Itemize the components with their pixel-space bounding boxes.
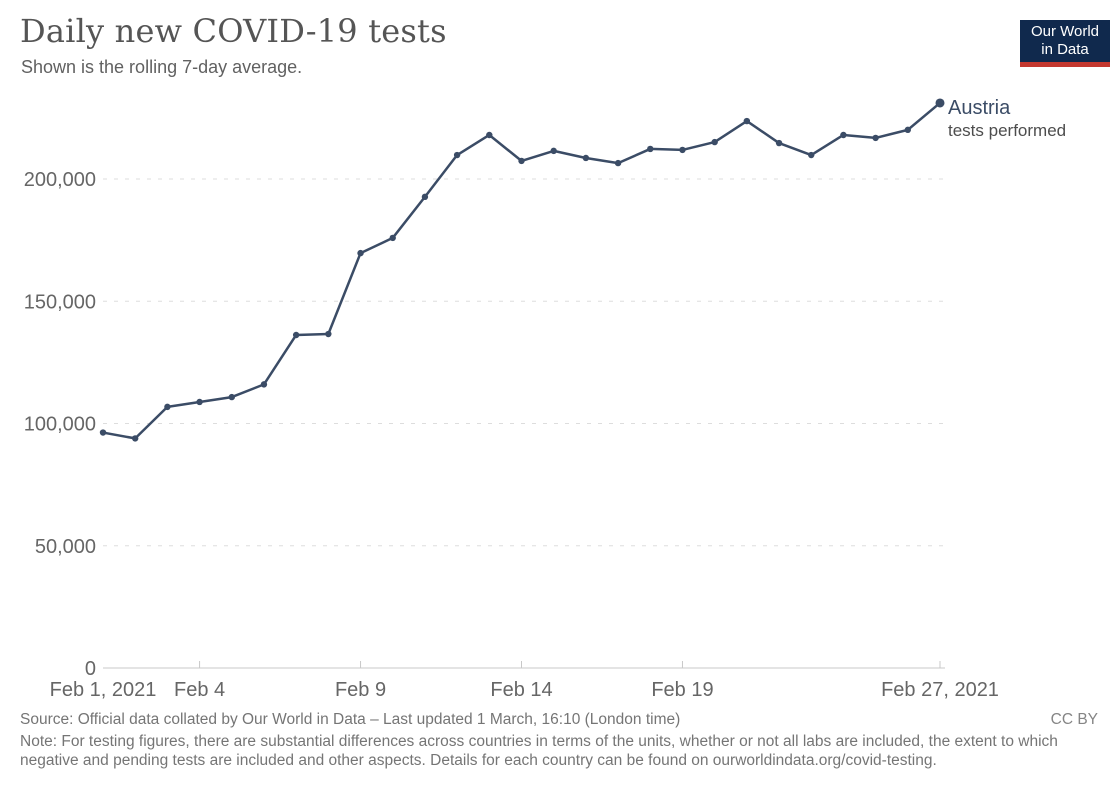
series-metric-label: tests performed bbox=[948, 121, 1067, 140]
data-point-feb-24[interactable] bbox=[840, 131, 847, 139]
y-axis-label: 100,000 bbox=[24, 414, 96, 436]
owid-logo[interactable]: Our World in Data bbox=[1020, 20, 1110, 67]
data-point-feb-16[interactable] bbox=[582, 154, 590, 162]
y-axis-label: 150,000 bbox=[24, 291, 96, 313]
data-point-feb-26[interactable] bbox=[904, 126, 912, 134]
data-point-feb-2[interactable] bbox=[131, 435, 139, 442]
footnote: Note: For testing figures, there are sub… bbox=[20, 733, 1058, 769]
austria-series-line[interactable] bbox=[101, 101, 942, 440]
data-point-feb-19[interactable] bbox=[679, 146, 686, 154]
data-point-feb-27-2021[interactable] bbox=[935, 98, 945, 108]
x-axis-label: Feb 27, 2021 bbox=[881, 679, 999, 701]
data-point-feb-25[interactable] bbox=[872, 134, 879, 142]
data-point-feb-10[interactable] bbox=[389, 234, 396, 242]
y-axis-label: 50,000 bbox=[35, 536, 96, 558]
data-point-feb-23[interactable] bbox=[808, 151, 815, 159]
x-axis-label: Feb 9 bbox=[335, 679, 386, 701]
data-point-feb-5[interactable] bbox=[228, 393, 235, 401]
data-point-feb-4[interactable] bbox=[196, 398, 203, 406]
x-axis-label: Feb 14 bbox=[490, 679, 552, 701]
data-point-feb-12[interactable] bbox=[453, 151, 461, 159]
y-axis-label: 0 bbox=[85, 658, 96, 680]
source-note: Source: Official data collated by Our Wo… bbox=[20, 711, 681, 728]
data-point-feb-11[interactable] bbox=[421, 193, 429, 201]
owid-logo-line2: in Data bbox=[1041, 41, 1089, 58]
data-point-feb-17[interactable] bbox=[614, 159, 622, 167]
page-title: Daily new COVID-19 tests bbox=[20, 12, 447, 50]
series-name-label: Austria bbox=[948, 97, 1011, 119]
x-axis-label: Feb 19 bbox=[651, 679, 713, 701]
data-point-feb-20[interactable] bbox=[711, 138, 718, 146]
license-badge[interactable]: CC BY bbox=[1050, 711, 1098, 728]
data-point-feb-3[interactable] bbox=[164, 403, 171, 411]
owid-logo-line1: Our World bbox=[1030, 23, 1100, 40]
series-legend[interactable]: Austria tests performed bbox=[948, 97, 1066, 141]
data-point-feb-14[interactable] bbox=[518, 157, 525, 165]
y-axis-label: 200,000 bbox=[24, 169, 96, 191]
data-point-feb-21[interactable] bbox=[743, 117, 751, 125]
data-point-feb-18[interactable] bbox=[647, 145, 654, 153]
data-point-feb-22[interactable] bbox=[775, 139, 783, 147]
x-axis-label: Feb 4 bbox=[174, 679, 225, 701]
data-point-feb-9[interactable] bbox=[357, 249, 364, 257]
x-axis-label: Feb 1, 2021 bbox=[50, 679, 157, 701]
data-point-feb-13[interactable] bbox=[486, 131, 493, 139]
data-point-feb-7[interactable] bbox=[292, 331, 300, 339]
data-point-feb-15[interactable] bbox=[550, 147, 557, 155]
data-point-feb-8[interactable] bbox=[325, 330, 332, 338]
data-point-feb-6[interactable] bbox=[260, 381, 268, 388]
data-point-feb-1-2021[interactable] bbox=[99, 429, 107, 436]
page-subtitle: Shown is the rolling 7-day average. bbox=[21, 57, 303, 77]
